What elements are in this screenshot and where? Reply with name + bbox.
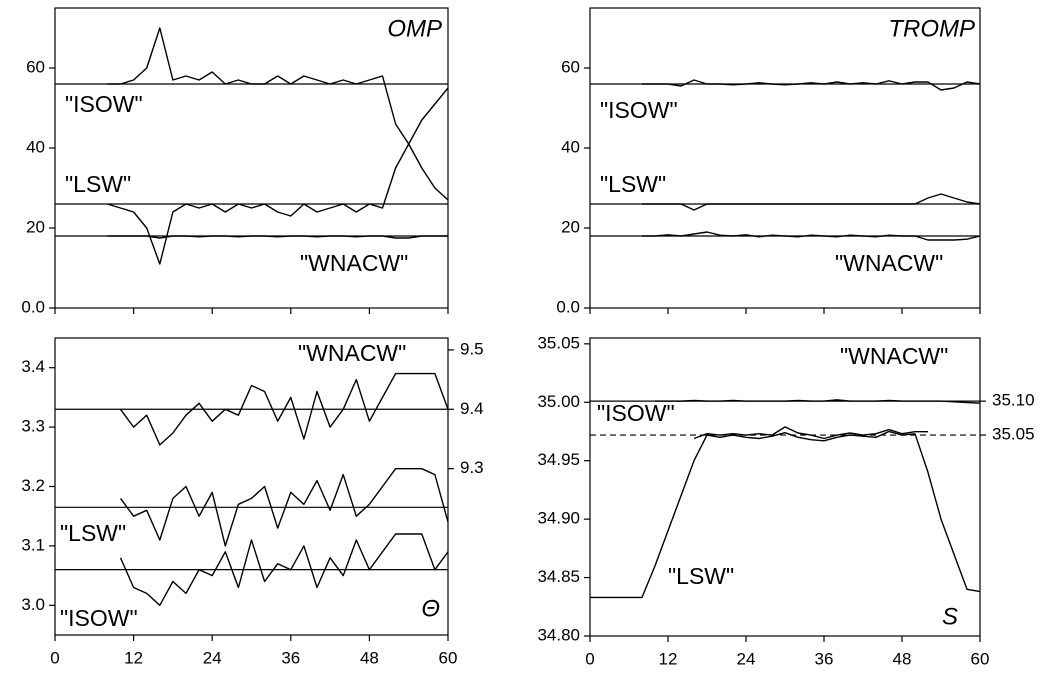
plot-frame — [589, 337, 981, 637]
y-tick-label: 35.00 — [537, 392, 580, 411]
y-tick-label: 3.0 — [21, 595, 45, 614]
y2-tick-label: 35.05 — [992, 425, 1035, 444]
panel-title: S — [942, 603, 958, 630]
y-tick-label: 34.80 — [537, 625, 580, 644]
x-tick-label: 12 — [124, 648, 143, 667]
series-line — [693, 426, 928, 440]
y-tick-label: 3.1 — [21, 535, 45, 554]
x-tick-label: 60 — [971, 649, 990, 668]
series-line — [107, 143, 449, 265]
x-tick-label: 36 — [281, 648, 300, 667]
x-tick-label: 0 — [50, 648, 59, 667]
series-line — [119, 468, 449, 547]
x-tick-label: 48 — [360, 648, 379, 667]
x-tick-label: 0 — [585, 649, 594, 668]
series-label: "WNACW" — [300, 250, 408, 276]
series-label: "ISOW" — [597, 400, 675, 426]
series-line — [642, 79, 981, 91]
y-tick-label: 34.90 — [537, 509, 580, 528]
y-tick-label: 3.2 — [21, 476, 45, 495]
plot-frame — [54, 337, 449, 636]
series-line — [642, 231, 981, 241]
series-label: "ISOW" — [600, 97, 678, 123]
y2-tick-label: 9.5 — [460, 339, 484, 358]
panel-title: Θ — [421, 595, 440, 622]
series-label: "LSW" — [600, 171, 666, 197]
y-tick-label: 34.85 — [537, 567, 580, 586]
x-tick-label: 24 — [203, 648, 222, 667]
x-tick-label: 36 — [815, 649, 834, 668]
y-tick-label: 35.05 — [537, 333, 580, 352]
series-label: "ISOW" — [60, 605, 138, 631]
series-line — [655, 399, 981, 404]
y-tick-label: 0.0 — [556, 297, 580, 316]
series-line — [107, 27, 449, 145]
series-line — [107, 235, 448, 239]
plot-frame — [589, 7, 981, 309]
series-label: "LSW" — [668, 563, 734, 589]
series-line — [642, 193, 981, 211]
y2-tick-label: 9.3 — [460, 458, 484, 477]
series-label: "WNACW" — [298, 340, 406, 366]
y-tick-label: 0.0 — [21, 297, 45, 316]
y-tick-label: 3.3 — [21, 417, 45, 436]
plot-frame — [54, 7, 449, 309]
series-label: "WNACW" — [835, 250, 943, 276]
x-tick-label: 48 — [893, 649, 912, 668]
y-tick-label: 40 — [26, 137, 45, 156]
x-tick-label: 60 — [439, 648, 458, 667]
y-tick-label: 60 — [561, 57, 580, 76]
series-label: "ISOW" — [65, 91, 143, 117]
series-label: "WNACW" — [840, 343, 948, 369]
y2-tick-label: 35.10 — [992, 391, 1035, 410]
panel-title: OMP — [387, 15, 442, 42]
series-line — [590, 430, 981, 599]
y-tick-label: 34.95 — [537, 450, 580, 469]
y2-tick-label: 9.4 — [460, 399, 484, 418]
y-tick-label: 3.4 — [21, 357, 45, 376]
y-tick-label: 40 — [561, 137, 580, 156]
series-line — [119, 533, 449, 606]
series-line — [119, 372, 449, 446]
y-tick-label: 60 — [26, 57, 45, 76]
x-tick-label: 24 — [737, 649, 756, 668]
y-tick-label: 20 — [561, 217, 580, 236]
y-tick-label: 20 — [26, 217, 45, 236]
x-tick-label: 12 — [659, 649, 678, 668]
panel-title: TROMP — [888, 15, 975, 42]
series-label: "LSW" — [60, 520, 126, 546]
series-label: "LSW" — [65, 171, 131, 197]
